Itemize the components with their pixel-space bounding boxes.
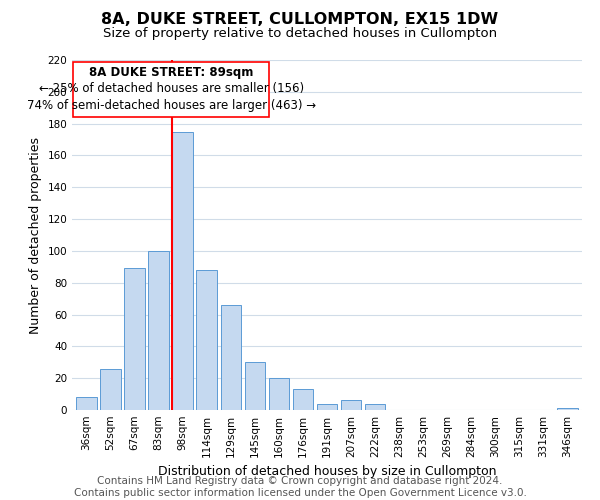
Bar bbox=[557, 408, 578, 410]
Text: Size of property relative to detached houses in Cullompton: Size of property relative to detached ho… bbox=[103, 28, 497, 40]
Bar bbox=[365, 404, 385, 410]
Text: ← 25% of detached houses are smaller (156): ← 25% of detached houses are smaller (15… bbox=[38, 82, 304, 95]
Text: 8A, DUKE STREET, CULLOMPTON, EX15 1DW: 8A, DUKE STREET, CULLOMPTON, EX15 1DW bbox=[101, 12, 499, 28]
Bar bbox=[317, 404, 337, 410]
Bar bbox=[172, 132, 193, 410]
Text: 74% of semi-detached houses are larger (463) →: 74% of semi-detached houses are larger (… bbox=[26, 99, 316, 112]
X-axis label: Distribution of detached houses by size in Cullompton: Distribution of detached houses by size … bbox=[158, 466, 496, 478]
Y-axis label: Number of detached properties: Number of detached properties bbox=[29, 136, 42, 334]
Text: Contains HM Land Registry data © Crown copyright and database right 2024.
Contai: Contains HM Land Registry data © Crown c… bbox=[74, 476, 526, 498]
Bar bbox=[124, 268, 145, 410]
FancyBboxPatch shape bbox=[73, 62, 269, 118]
Bar bbox=[196, 270, 217, 410]
Text: 8A DUKE STREET: 89sqm: 8A DUKE STREET: 89sqm bbox=[89, 66, 253, 79]
Bar bbox=[221, 305, 241, 410]
Bar bbox=[293, 390, 313, 410]
Bar bbox=[148, 251, 169, 410]
Bar bbox=[269, 378, 289, 410]
Bar bbox=[100, 368, 121, 410]
Bar bbox=[245, 362, 265, 410]
Bar bbox=[341, 400, 361, 410]
Bar bbox=[76, 398, 97, 410]
